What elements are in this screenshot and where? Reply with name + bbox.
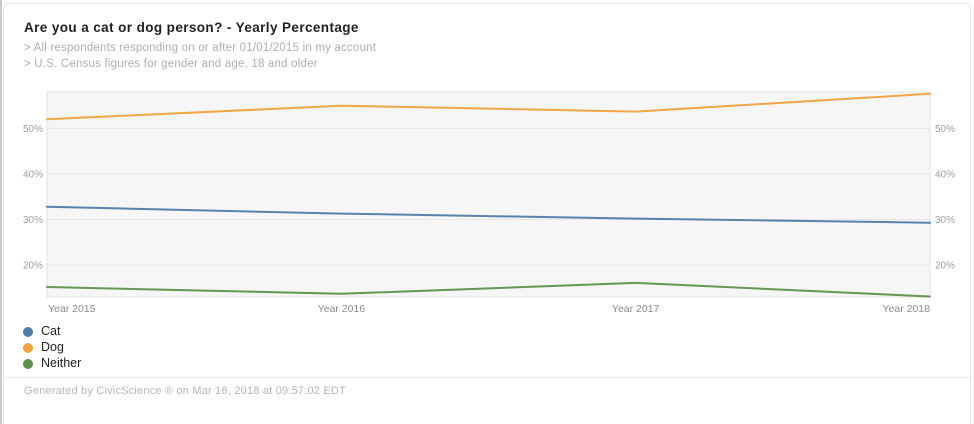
- legend-swatch-dog: [23, 342, 33, 353]
- y-axis-label-left-50: 50%: [23, 124, 43, 135]
- legend-item-cat[interactable]: Cat: [23, 325, 81, 338]
- x-axis-label-year-2015: Year 2015: [48, 303, 96, 315]
- chart-title: Are you a cat or dog person? - Yearly Pe…: [24, 20, 359, 35]
- y-axis-label-right-40: 40%: [935, 170, 955, 181]
- legend-label-dog: Dog: [41, 340, 64, 354]
- legend-label-neither: Neither: [41, 356, 82, 370]
- series-line-neither: [46, 281, 931, 298]
- page-edge-strip: [0, 0, 2, 424]
- line-chart-svg: 20% 20% 30% 30% 40% 40% 50% 50% Year 2015 Year 20…: [23, 91, 955, 315]
- chart-legend: Cat Dog Neither: [23, 325, 81, 370]
- plot-area: [46, 91, 931, 298]
- chart-subtitle-weighting: > U.S. Census figures for gender and age…: [24, 58, 318, 70]
- legend-item-neither[interactable]: Neither: [23, 357, 81, 370]
- x-axis-label-year-2016: Year 2016: [318, 303, 366, 315]
- footer-attribution: Generated by CivicScience ® on Mar 16, 2…: [24, 385, 346, 397]
- y-axis-label-right-30: 30%: [935, 215, 955, 226]
- legend-swatch-cat: [23, 326, 33, 337]
- series-line-cat: [46, 205, 931, 224]
- y-axis-label-right-20: 20%: [935, 261, 955, 272]
- legend-swatch-neither: [23, 358, 33, 369]
- y-axis-label-right-50: 50%: [935, 124, 955, 135]
- report-card: Are you a cat or dog person? - Yearly Pe…: [3, 3, 972, 424]
- chart-subtitle-respondents: > All respondents responding on or after…: [24, 42, 377, 54]
- line-chart: 20% 20% 30% 30% 40% 40% 50% 50% Year 2015 Year 20…: [4, 86, 972, 326]
- y-axis-label-left-40: 40%: [23, 170, 43, 181]
- y-axis-label-left-30: 30%: [23, 215, 43, 226]
- series-line-dog: [46, 92, 931, 121]
- legend-item-dog[interactable]: Dog: [23, 341, 81, 354]
- y-axis-label-left-20: 20%: [23, 261, 43, 272]
- x-axis-label-year-2018: Year 2018: [883, 303, 931, 315]
- legend-label-cat: Cat: [41, 324, 61, 338]
- x-axis-label-year-2017: Year 2017: [612, 303, 660, 315]
- footer-divider: [4, 377, 972, 378]
